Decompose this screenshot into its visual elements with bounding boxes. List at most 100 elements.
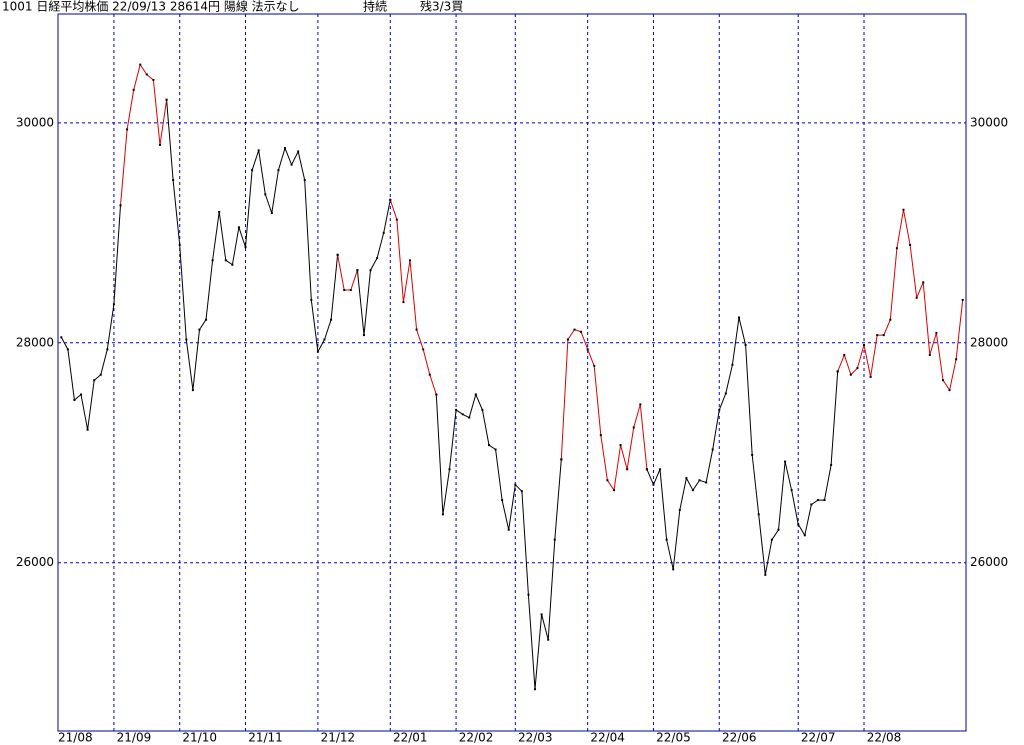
data-point bbox=[869, 375, 872, 378]
data-point bbox=[691, 489, 694, 492]
data-point bbox=[810, 503, 813, 506]
data-point bbox=[349, 289, 352, 292]
x-tick-label: 22/03 bbox=[518, 731, 553, 745]
data-point bbox=[487, 444, 490, 447]
y-tick-label: 26000 bbox=[16, 555, 54, 569]
data-point bbox=[145, 73, 148, 76]
data-point bbox=[823, 499, 826, 502]
data-point bbox=[231, 263, 234, 266]
x-tick-label: 21/08 bbox=[58, 731, 93, 745]
data-point bbox=[738, 316, 740, 319]
data-point bbox=[961, 298, 964, 301]
data-point bbox=[290, 163, 293, 166]
data-point bbox=[409, 259, 412, 262]
data-point bbox=[955, 358, 958, 361]
data-point bbox=[86, 428, 89, 431]
position: 残3/3買 bbox=[420, 0, 463, 14]
y-tick-label: 30000 bbox=[16, 115, 54, 129]
line-series bbox=[60, 99, 839, 690]
data-point bbox=[178, 243, 181, 246]
data-point bbox=[553, 538, 556, 541]
data-point bbox=[731, 363, 734, 366]
data-point bbox=[659, 468, 662, 471]
data-point bbox=[244, 246, 247, 249]
data-point bbox=[126, 128, 129, 131]
data-point bbox=[80, 393, 83, 396]
data-point bbox=[672, 568, 675, 571]
data-point bbox=[211, 259, 214, 262]
data-point bbox=[132, 88, 135, 91]
data-point bbox=[685, 477, 688, 480]
data-point bbox=[507, 528, 510, 531]
data-point bbox=[336, 253, 339, 256]
chart-title: 1001 日経平均株価 22/09/13 28614円 陽線 法示なし bbox=[2, 0, 300, 14]
data-point bbox=[902, 208, 905, 211]
x-tick-label: 22/02 bbox=[459, 731, 494, 745]
data-point bbox=[448, 468, 451, 471]
data-point bbox=[612, 489, 615, 492]
data-point bbox=[876, 334, 879, 337]
data-point bbox=[73, 398, 76, 401]
data-point bbox=[724, 392, 727, 395]
data-point bbox=[784, 460, 787, 463]
data-point bbox=[560, 458, 563, 461]
data-point bbox=[494, 448, 497, 451]
x-tick-label: 22/08 bbox=[867, 731, 902, 745]
data-point bbox=[218, 210, 221, 213]
data-point bbox=[882, 334, 885, 337]
data-point bbox=[751, 453, 754, 456]
data-point bbox=[112, 303, 115, 306]
data-point bbox=[547, 638, 550, 641]
data-point bbox=[257, 149, 260, 152]
data-point bbox=[520, 490, 523, 493]
plot-frame bbox=[57, 13, 967, 732]
data-point bbox=[705, 481, 708, 484]
data-point bbox=[836, 370, 839, 373]
data-point bbox=[540, 613, 543, 616]
data-point bbox=[514, 483, 517, 486]
data-point bbox=[770, 538, 773, 541]
data-point bbox=[316, 350, 319, 353]
x-tick-label: 22/06 bbox=[722, 731, 757, 745]
data-point bbox=[264, 193, 267, 196]
data-point bbox=[468, 416, 471, 419]
data-point bbox=[362, 334, 365, 337]
data-point bbox=[356, 269, 359, 272]
x-tick-label: 22/04 bbox=[590, 731, 625, 745]
data-point bbox=[501, 499, 504, 502]
data-point bbox=[395, 218, 398, 221]
data-point bbox=[645, 468, 648, 471]
data-point bbox=[757, 513, 760, 516]
data-point bbox=[718, 408, 721, 411]
data-point bbox=[935, 331, 938, 334]
data-point bbox=[270, 212, 273, 215]
data-point bbox=[455, 408, 458, 411]
data-point bbox=[422, 348, 425, 351]
line-series bbox=[120, 63, 964, 492]
data-point bbox=[389, 198, 392, 201]
data-point bbox=[830, 463, 833, 466]
data-point bbox=[343, 289, 346, 292]
data-point bbox=[323, 338, 326, 341]
data-point bbox=[889, 318, 892, 321]
x-tick-label: 21/10 bbox=[182, 731, 217, 745]
data-point bbox=[402, 301, 405, 304]
data-point bbox=[849, 373, 852, 376]
data-point bbox=[915, 296, 918, 299]
data-point bbox=[237, 226, 240, 229]
y2-tick-label: 28000 bbox=[970, 335, 1008, 349]
data-point bbox=[435, 393, 438, 396]
x-tick-label: 21/09 bbox=[117, 731, 152, 745]
data-point bbox=[165, 98, 168, 101]
data-point bbox=[790, 489, 793, 492]
data-point bbox=[382, 231, 385, 234]
data-point bbox=[139, 63, 142, 66]
data-point bbox=[665, 538, 668, 541]
data-point bbox=[566, 338, 569, 341]
data-point bbox=[415, 328, 418, 331]
x-tick-label: 22/01 bbox=[393, 731, 428, 745]
data-point bbox=[60, 336, 63, 339]
data-point bbox=[303, 179, 306, 182]
y2-tick-label: 26000 bbox=[970, 555, 1008, 569]
data-point bbox=[310, 298, 313, 301]
